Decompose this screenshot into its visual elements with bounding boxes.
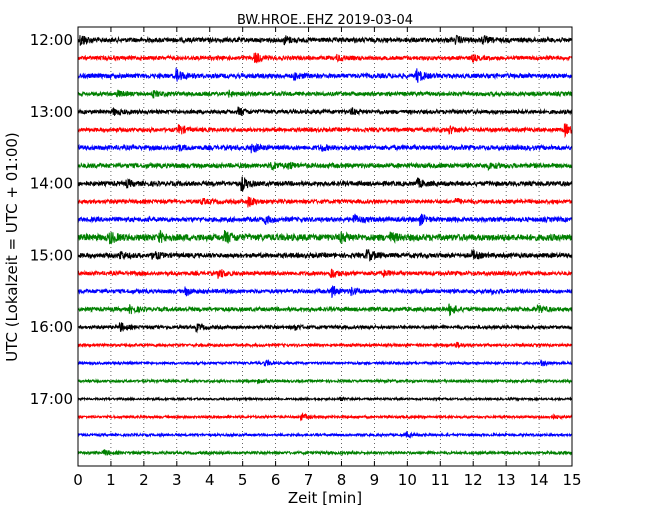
- trace-12:15: [77, 52, 573, 64]
- x-tick-label: 4: [205, 471, 215, 489]
- trace-12:30: [77, 67, 573, 83]
- y-axis-ticks: 12:00 13:00 14:00 15:00 16:00 17:00: [30, 31, 572, 408]
- x-tick-label: 8: [337, 471, 347, 489]
- x-tick-label: 14: [530, 471, 549, 489]
- y-tick-label: 16:00: [30, 318, 73, 336]
- trace-16:00: [77, 322, 573, 334]
- chart-title: BW.HROE..EHZ 2019-03-04: [237, 13, 413, 28]
- y-tick-label: 12:00: [30, 31, 73, 49]
- x-tick-label: 15: [562, 471, 581, 489]
- x-tick-label: 1: [106, 471, 116, 489]
- x-tick-label: 10: [398, 471, 417, 489]
- x-tick-label: 6: [271, 471, 281, 489]
- trace-17:30: [77, 430, 573, 439]
- x-axis-label: Zeit [min]: [288, 489, 362, 507]
- trace-17:45: [77, 449, 573, 457]
- x-tick-label: 3: [172, 471, 182, 489]
- seismic-traces: [77, 34, 573, 457]
- x-tick-label: 11: [431, 471, 450, 489]
- trace-14:00: [77, 176, 573, 192]
- x-tick-label: 9: [370, 471, 380, 489]
- x-tick-label: 0: [73, 471, 83, 489]
- y-axis-label: UTC (Lokalzeit = UTC + 01:00): [3, 132, 21, 362]
- trace-13:45: [77, 161, 573, 172]
- y-tick-label: 15:00: [30, 246, 73, 264]
- trace-15:30: [77, 285, 573, 298]
- y-tick-label: 14:00: [30, 175, 73, 193]
- trace-12:45: [77, 89, 573, 99]
- trace-15:00: [77, 248, 573, 262]
- trace-16:45: [77, 377, 573, 385]
- trace-13:00: [77, 106, 573, 117]
- x-tick-label: 5: [238, 471, 248, 489]
- x-tick-label: 2: [139, 471, 149, 489]
- trace-16:15: [77, 341, 573, 349]
- x-tick-label: 12: [464, 471, 483, 489]
- trace-16:30: [77, 358, 573, 368]
- trace-13:15: [77, 123, 573, 139]
- trace-17:15: [77, 412, 573, 422]
- x-axis-ticks: 0 1 2 3 4 5 6 7 8 9 10 11 12 13 14 15: [73, 27, 582, 489]
- y-tick-label: 13:00: [30, 103, 73, 121]
- trace-13:30: [77, 142, 573, 154]
- y-tick-label: 17:00: [30, 390, 73, 408]
- trace-14:30: [77, 213, 573, 227]
- plot-frame: [77, 26, 573, 467]
- trace-14:45: [77, 229, 573, 245]
- x-tick-label: 13: [497, 471, 516, 489]
- trace-15:45: [77, 303, 573, 317]
- trace-14:15: [77, 196, 573, 208]
- trace-12:00: [77, 34, 573, 46]
- trace-17:00: [77, 396, 573, 402]
- trace-15:15: [77, 268, 573, 279]
- x-tick-label: 7: [304, 471, 314, 489]
